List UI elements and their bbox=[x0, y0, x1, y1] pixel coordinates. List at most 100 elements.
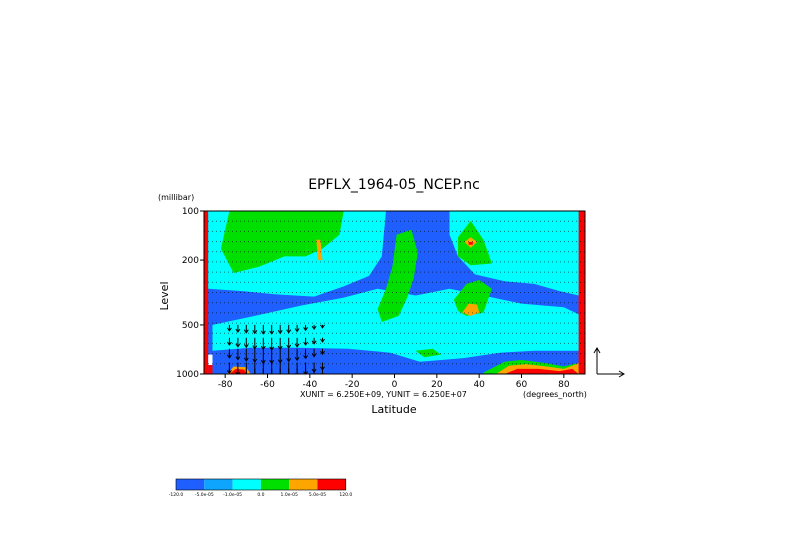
flux-vector-head bbox=[253, 375, 257, 378]
flux-vector-head bbox=[244, 385, 248, 388]
legend-label: 0.0 bbox=[257, 492, 264, 498]
flux-vectors bbox=[226, 324, 325, 390]
contour-zone-green-lower-center bbox=[415, 348, 442, 358]
flux-vector-head bbox=[278, 376, 282, 379]
flux-vector-head bbox=[235, 371, 241, 374]
flux-vector-head bbox=[303, 327, 309, 332]
flux-vector-head bbox=[287, 386, 291, 389]
legend-label: -120.0 bbox=[169, 492, 184, 498]
flux-vector-head bbox=[235, 356, 241, 361]
x-tick-label: 40 bbox=[473, 380, 485, 390]
flux-vector-head bbox=[253, 382, 257, 385]
flux-vector-head bbox=[311, 353, 317, 358]
legend-swatch bbox=[260, 479, 290, 490]
flux-vector-head bbox=[226, 354, 232, 359]
flux-vector-head bbox=[320, 350, 325, 356]
flux-vector-head bbox=[295, 384, 299, 387]
flux-vector-head bbox=[294, 356, 300, 362]
contour-zone-orange-mid-right bbox=[462, 303, 480, 316]
flux-vector-head bbox=[294, 343, 300, 348]
y-tick-label: 200 bbox=[182, 256, 199, 266]
flux-vector-head bbox=[277, 330, 283, 335]
contour-zone-green-mid-right bbox=[453, 280, 492, 316]
flux-vector-head bbox=[278, 387, 282, 390]
flux-vector-head bbox=[269, 330, 275, 335]
flux-vector-head bbox=[320, 338, 325, 343]
flux-vector-head bbox=[303, 341, 309, 346]
x-axis: -80 -60 -40 -20 0 20 40 60 80 bbox=[218, 374, 570, 390]
flux-vector-head bbox=[235, 328, 241, 334]
contour-zone-green-center-column bbox=[377, 229, 418, 322]
contour-zone-red-edge-lower-left bbox=[208, 365, 213, 374]
flux-vector-head bbox=[226, 327, 232, 332]
flux-vector-head bbox=[253, 386, 257, 389]
flux-vector-head bbox=[260, 330, 266, 335]
flux-vector-head bbox=[244, 381, 248, 384]
legend-label: 5.0e-05 bbox=[309, 492, 326, 498]
y-unit-label: (millibar) bbox=[158, 193, 194, 202]
flux-vector-head bbox=[287, 382, 291, 385]
flux-vector-head bbox=[226, 341, 232, 346]
flux-vector-head bbox=[320, 324, 325, 329]
flux-vector-head bbox=[303, 371, 309, 374]
y-axis: 100 200 500 1000 bbox=[176, 207, 204, 380]
legend-swatch bbox=[289, 479, 318, 490]
reference-vector-key bbox=[593, 347, 625, 378]
x-tick-label: 20 bbox=[431, 380, 443, 390]
contour-zone-red-upper-right-dot bbox=[468, 242, 473, 245]
flux-vector-head bbox=[252, 345, 258, 350]
legend-swatch bbox=[176, 479, 205, 490]
flux-vector-head bbox=[321, 378, 325, 381]
y-tick-label: 1000 bbox=[176, 370, 199, 380]
x-tick-label: -60 bbox=[260, 380, 275, 390]
x-tick-label: 0 bbox=[392, 380, 398, 390]
contour-zone-green-upper-left bbox=[220, 211, 344, 273]
flux-vector-head bbox=[243, 329, 249, 334]
flux-vector-head bbox=[311, 325, 317, 331]
flux-vector-head bbox=[261, 376, 265, 379]
legend-label: -1.0e-05 bbox=[223, 492, 242, 498]
contour-zone-cyan-upper-right bbox=[449, 211, 579, 296]
flux-vector-head bbox=[243, 344, 249, 349]
flux-vector-head bbox=[286, 358, 292, 363]
y-axis-label: Level bbox=[158, 281, 171, 310]
missing-data-patch bbox=[208, 354, 213, 365]
flux-vector-head bbox=[311, 340, 317, 345]
flux-vector-head bbox=[286, 329, 292, 334]
flux-vector-head bbox=[287, 375, 291, 378]
x-axis-label: Latitude bbox=[371, 403, 417, 416]
y-tick-label: 100 bbox=[182, 207, 199, 217]
legend-swatch bbox=[317, 479, 346, 490]
chart-title: EPFLX_1964-05_NCEP.nc bbox=[308, 177, 480, 193]
vector-units-text: XUNIT = 6.250E+09, YUNIT = 6.250E+07 bbox=[300, 390, 467, 399]
flux-vector-head bbox=[236, 383, 240, 386]
legend-label: 1.0e-05 bbox=[281, 492, 298, 498]
flux-vector-head bbox=[312, 376, 316, 379]
flux-vector-head bbox=[252, 330, 258, 335]
x-tick-label: -80 bbox=[218, 380, 233, 390]
contour-zone-orange-upper-left bbox=[316, 239, 323, 261]
flux-vector-head bbox=[294, 328, 300, 333]
x-tick-label: -40 bbox=[302, 380, 317, 390]
flux-vector-head bbox=[286, 344, 292, 349]
legend-label: -5.0e-05 bbox=[195, 492, 214, 498]
contour-zone-edge-left bbox=[204, 211, 209, 374]
flux-vector-head bbox=[303, 355, 309, 360]
flux-vector-head bbox=[295, 381, 299, 384]
x-tick-label: -20 bbox=[345, 380, 360, 390]
color-legend: -120.0 -5.0e-05 -1.0e-05 0.0 1.0e-05 5.0e-05 1… bbox=[169, 478, 352, 498]
flux-vector-head bbox=[278, 384, 282, 387]
x-tick-label: 60 bbox=[516, 380, 528, 390]
flux-vector-head bbox=[243, 357, 249, 362]
flux-vector-head bbox=[252, 358, 258, 363]
x-unit-label: (degrees_north) bbox=[523, 390, 587, 399]
legend-label: 120.0 bbox=[339, 492, 352, 498]
legend-swatch bbox=[232, 479, 261, 490]
legend-frame bbox=[175, 478, 347, 491]
flux-vector-head bbox=[235, 343, 241, 348]
contour-zone-red-lower-right bbox=[504, 368, 579, 374]
x-tick-label: 80 bbox=[558, 380, 570, 390]
flux-vector-head bbox=[236, 379, 240, 382]
legend-swatch bbox=[204, 479, 233, 490]
